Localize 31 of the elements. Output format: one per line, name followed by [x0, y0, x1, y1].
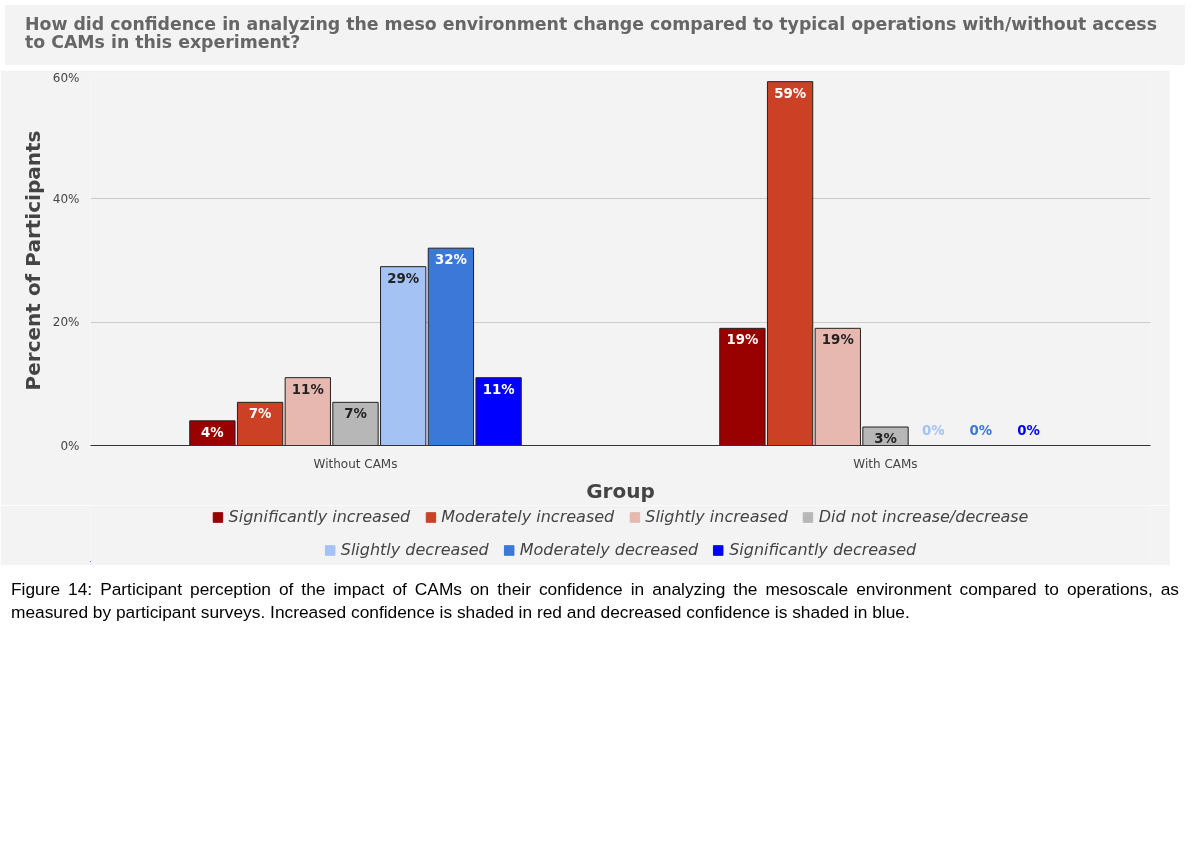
y-tick-label: 20%: [52, 315, 80, 330]
data-label: 3%: [874, 431, 897, 446]
y-tick-label: 60%: [52, 70, 80, 85]
data-label: 11%: [291, 381, 324, 397]
data-label: 59%: [774, 85, 807, 101]
data-label: 11%: [482, 381, 515, 397]
data-label: 19%: [726, 332, 759, 348]
data-label: 4%: [201, 424, 224, 440]
y-axis-title: Percent of Participants: [20, 130, 45, 391]
y-tick-label: 40%: [52, 191, 80, 206]
data-label: 0%: [921, 422, 945, 438]
legend-label: Slightly increased: [645, 507, 788, 526]
x-tick-label: Without CAMs: [313, 456, 398, 471]
data-label: 19%: [821, 332, 854, 348]
data-label: 7%: [344, 406, 367, 422]
data-label: 29%: [387, 270, 420, 286]
caption: Figure 14: Participant perception of the impact of CAMs on their confidence in analyzing the mesoscale environment compared to operations, as measured by participant surveys. Increased confidence is shaded in red and decreased confidence is shaded in blue.: [11, 578, 1179, 624]
legend-label: Significantly decreased: [729, 540, 917, 559]
legend-label: Slightly decreased: [340, 540, 489, 559]
data-label: 32%: [434, 252, 467, 268]
y-tick-label: 0%: [60, 438, 80, 453]
legend-label: Did not increase/decrease: [818, 507, 1029, 526]
legend-label: Moderately decreased: [519, 540, 699, 559]
data-label: 7%: [248, 406, 272, 422]
x-tick-label: With CAMs: [853, 456, 918, 471]
legend-label: Significantly increased: [228, 507, 411, 526]
x-axis-title: Group: [586, 478, 655, 503]
data-label: 0%: [969, 422, 993, 438]
chart-title: How did confidence in analyzing the meso environment change compared to typical operations with/without access to CAMs in this experiment?: [25, 14, 1158, 53]
data-label: 0%: [1017, 422, 1040, 438]
legend-label: Moderately increased: [441, 507, 615, 526]
